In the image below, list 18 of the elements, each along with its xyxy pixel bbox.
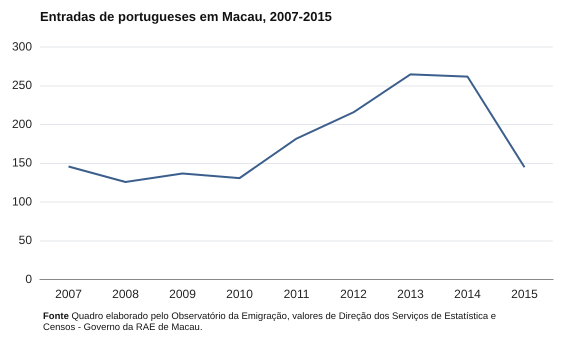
y-tick-label: 250	[12, 78, 32, 92]
x-tick-label: 2009	[169, 287, 196, 302]
y-tick-label: 50	[18, 233, 32, 248]
source-note: Fonte Quadro elaborado pelo Observatório da Emigração, valores de Direção dos Serviços de Estatística e Censos - Governo da RAE de Macau.	[43, 311, 498, 333]
y-tick-label: 300	[12, 40, 32, 54]
x-tick-label: 2014	[454, 287, 482, 302]
y-tick-label: 200	[12, 116, 32, 131]
x-tick-label: 2015	[511, 287, 538, 302]
chart-title: Entradas de portugueses em Macau, 2007-2015	[40, 9, 332, 24]
x-tick-label: 2012	[340, 287, 368, 302]
x-tick-label: 2007	[55, 287, 82, 302]
x-tick-label: 2011	[284, 287, 310, 302]
x-tick-label: 2013	[397, 287, 424, 302]
y-tick-label: 150	[12, 156, 32, 170]
x-tick-label: 2010	[226, 287, 254, 302]
x-tick-label: 2008	[112, 287, 140, 302]
y-tick-label: 100	[12, 194, 32, 208]
y-tick-label: 0	[25, 272, 32, 286]
